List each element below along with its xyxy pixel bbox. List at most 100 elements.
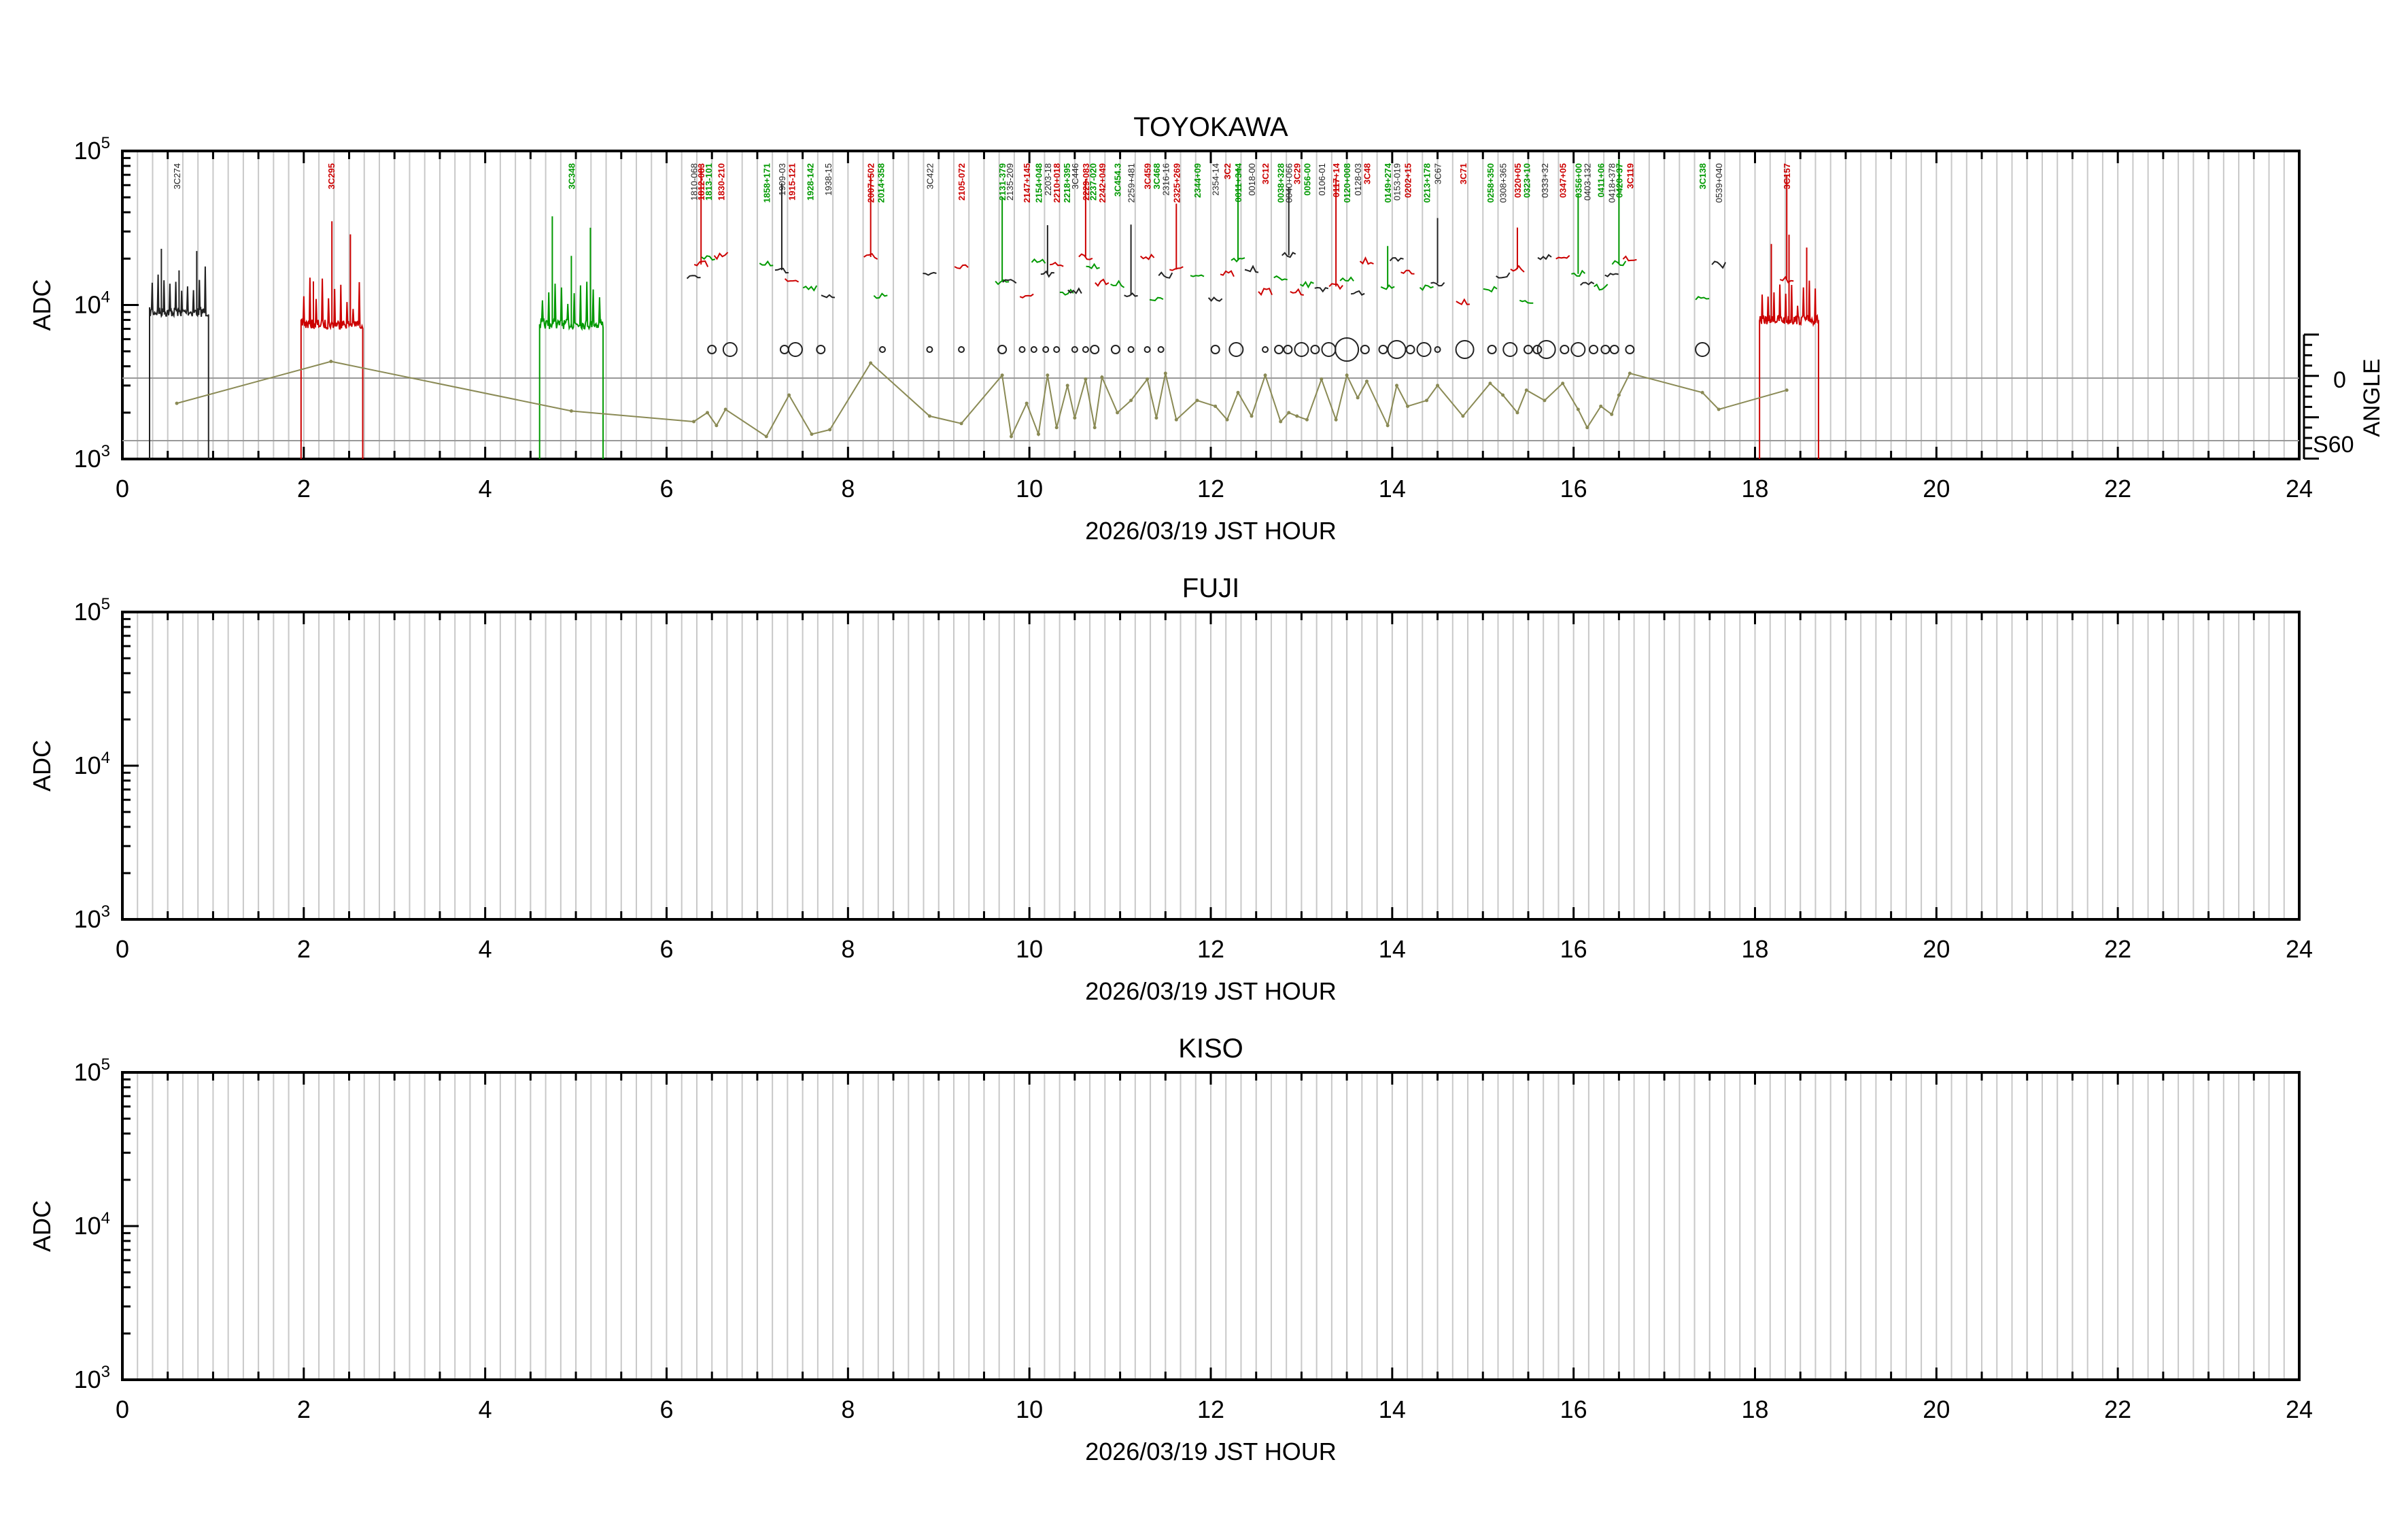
angle-series-point (175, 401, 179, 405)
angle-series-point (1100, 375, 1104, 379)
source-label: 0347+05 (1558, 163, 1568, 198)
source-trace (1604, 273, 1619, 277)
source-label: 0320+05 (1513, 163, 1523, 198)
y-tick-label: 105 (74, 134, 110, 165)
angle-series-point (1334, 418, 1338, 422)
source-label: 1938-15 (823, 163, 833, 196)
x-tick-label: 22 (2104, 475, 2131, 503)
x-tick-label: 10 (1016, 935, 1043, 963)
source-marker (1321, 342, 1337, 357)
source-trace (1139, 254, 1155, 260)
source-trace (1711, 260, 1727, 269)
source-trace (1380, 284, 1395, 290)
angle-series-point (1305, 418, 1309, 422)
angle-series-point (692, 420, 696, 424)
angle-axis (2303, 333, 2319, 460)
source-label: 1909-03 (777, 163, 787, 196)
source-label: 0258+350 (1485, 163, 1496, 203)
y-tick-exponent: 5 (101, 134, 110, 152)
source-trace (1519, 299, 1534, 304)
source-label: 3C274 (172, 163, 182, 189)
angle-series-point (1395, 384, 1399, 388)
angle-series-point (927, 414, 931, 418)
source-label: 0213+178 (1422, 163, 1432, 203)
source-label: 0202+15 (1403, 163, 1413, 198)
source-trace (1086, 262, 1100, 270)
source-marker (926, 346, 933, 353)
source-label: 2014+358 (876, 163, 886, 203)
source-marker (1030, 346, 1037, 353)
x-axis-ticks (121, 612, 2301, 919)
source-trace (1419, 284, 1434, 291)
observation-trace (1759, 280, 1819, 460)
source-marker (879, 346, 887, 353)
angle-series-point (1287, 411, 1291, 415)
source-marker (1589, 345, 1599, 354)
source-trace (1456, 298, 1470, 305)
source-label: 3C454.3 (1113, 163, 1123, 197)
source-marker (1487, 345, 1497, 354)
y-tick-exponent: 3 (101, 1363, 110, 1381)
source-label: 0539+040 (1714, 163, 1724, 203)
angle-series-point (1214, 404, 1218, 408)
source-marker (1157, 346, 1165, 353)
angle-tick-label: S60 (2313, 432, 2354, 458)
source-trace (1537, 254, 1552, 260)
y-tick-base: 10 (74, 1365, 101, 1393)
source-label: 2344+09 (1192, 163, 1203, 198)
angle-series-point (329, 360, 333, 364)
source-trace (1389, 257, 1404, 262)
x-tick-label: 2 (297, 1395, 311, 1423)
angle-series-point (1345, 373, 1349, 377)
source-marker (997, 345, 1008, 354)
source-label: 0040+066 (1284, 163, 1294, 203)
y-tick-base: 10 (74, 1212, 101, 1240)
source-label: 0018-00 (1247, 163, 1257, 196)
angle-series-point (1295, 414, 1299, 418)
source-marker (722, 342, 738, 357)
y-tick-label: 105 (74, 1055, 110, 1086)
angle-series-point (1174, 418, 1178, 422)
angle-series-point (1000, 373, 1004, 377)
source-label: 1810-068 (689, 163, 700, 201)
angle-series-point (1320, 377, 1324, 381)
angle-series-point (869, 361, 873, 365)
source-label: 3C468 (1152, 163, 1162, 189)
angle-series-point (1356, 396, 1360, 400)
source-trace (1496, 272, 1511, 279)
source-trace (1110, 279, 1125, 288)
source-marker (1536, 340, 1556, 359)
angle-series-point (1700, 390, 1704, 394)
y-tick-exponent: 5 (101, 595, 110, 613)
source-marker (787, 342, 803, 357)
source-marker (1625, 345, 1635, 354)
y-tick-base: 10 (74, 598, 101, 626)
source-marker (1523, 345, 1533, 354)
source-label: 0418+378 (1607, 163, 1617, 203)
source-label: 3C71 (1458, 163, 1468, 184)
x-tick-label: 0 (116, 935, 129, 963)
source-marker (1570, 342, 1586, 357)
source-trace (759, 260, 774, 267)
angle-series-point (1628, 371, 1632, 375)
x-tick-label: 8 (841, 475, 855, 503)
angle-series-point (1576, 407, 1580, 411)
x-tick-label: 6 (659, 935, 673, 963)
y-tick-exponent: 5 (101, 1055, 110, 1074)
source-marker (1042, 346, 1050, 353)
y-tick-label: 104 (74, 288, 110, 319)
source-trace (1158, 271, 1173, 279)
source-trace (1282, 252, 1296, 258)
source-trace (1483, 286, 1498, 293)
source-label: 0153-019 (1392, 163, 1403, 201)
y-axis-label: ADC (28, 740, 56, 792)
source-marker (707, 345, 717, 354)
grid-lines (137, 612, 2285, 919)
x-tick-label: 22 (2104, 935, 2131, 963)
source-marker (1335, 337, 1360, 362)
source-label: 2210+018 (1052, 163, 1062, 203)
